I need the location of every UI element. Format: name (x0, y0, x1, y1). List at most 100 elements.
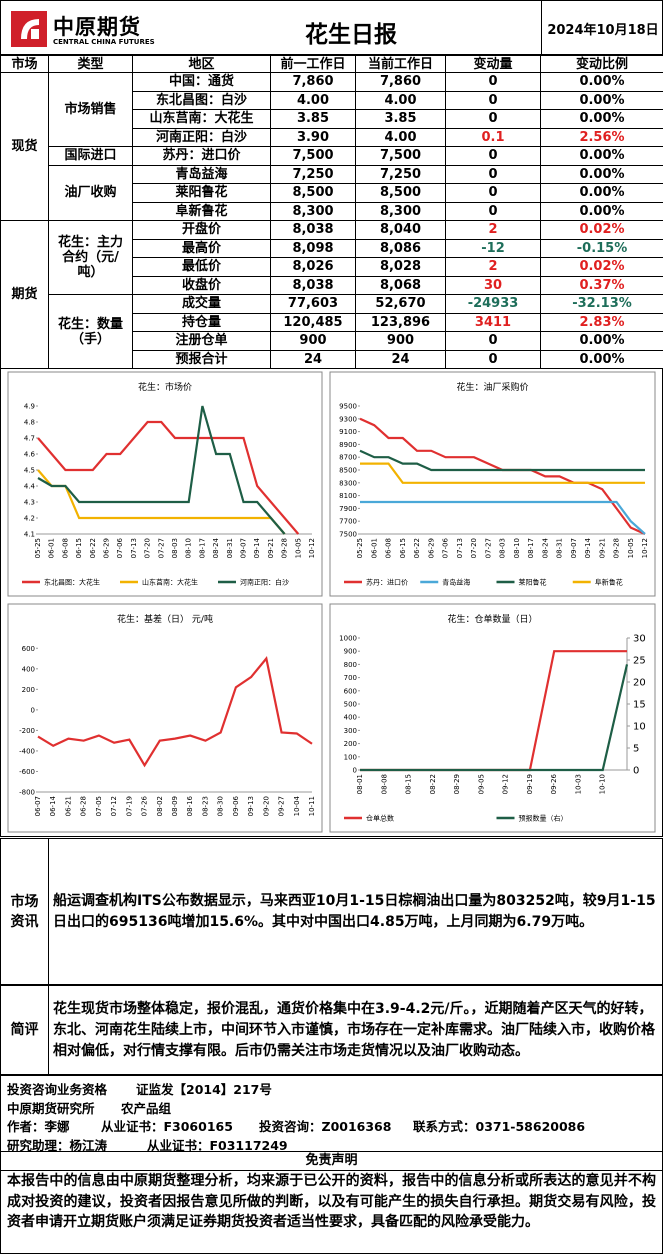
header: 中原期货 CENTRAL CHINA FUTURES 花生日报 2024年10月… (0, 0, 663, 56)
credentials: 投资咨询业务资格 证监发【2014】217号 中原期货研究所 农产品组 作者：李娜 从业证… (0, 1075, 663, 1153)
table-cell: 7,500 (355, 146, 446, 166)
x-tick-label: 06-21 (64, 796, 72, 816)
table-row: 莱阳鲁花 8,500 8,500 0 0.00% (1, 183, 663, 203)
y-tick-label: 500 (344, 701, 357, 709)
table-cell: 收盘价 (132, 275, 271, 295)
column-header: 市场 (0, 55, 49, 73)
table-row: 油厂收购 青岛益海 7,250 7,250 0 0.00% (1, 164, 663, 221)
table-cell: 8,026 (270, 257, 356, 277)
series-line (37, 420, 300, 535)
table-cell: 8,300 (270, 201, 356, 221)
column-header: 当前工作日 (355, 55, 446, 73)
table-cell: 123,896 (355, 312, 446, 332)
x-tick-label: 07-27 (484, 538, 492, 558)
y2-tick-label: 30 (633, 634, 646, 645)
table-cell: 莱阳鲁花 (132, 183, 271, 203)
x-tick-label: 08-02 (156, 796, 164, 816)
table-row: 预报合计 24 24 0 0.00% (1, 349, 663, 369)
column-header: 前一工作日 (270, 55, 356, 73)
x-tick-label: 09-14 (253, 537, 261, 558)
y2-tick-label: 0 (633, 766, 639, 777)
y2-tick-label: 10 (633, 722, 646, 733)
x-tick-label: 10-10 (599, 774, 607, 794)
series-line (37, 405, 286, 535)
table-cell: 8,068 (355, 275, 446, 295)
x-tick-label: 07-20 (470, 538, 478, 558)
y-tick-label: 8900 (339, 441, 357, 449)
comment-label: 简评 (1, 986, 49, 1074)
x-tick-label: 09-28 (281, 538, 289, 558)
table-cell: 0.00% (540, 146, 663, 166)
table-cell: 2 (445, 257, 541, 277)
y-tick-label: 7500 (339, 531, 357, 539)
table-row: 现货 市场销售 中国：通货 7,860 7,860 0 0.00% (0, 72, 663, 221)
y-tick-label: 4.5 (24, 467, 35, 475)
x-tick-label: 09-05 (477, 774, 485, 794)
x-tick-label: 08-15 (405, 774, 413, 794)
x-tick-label: 09-26 (550, 773, 558, 794)
x-tick-label: 09-14 (584, 537, 592, 558)
x-tick-label: 07-20 (144, 538, 152, 558)
table-cell: 0.1 (445, 127, 541, 147)
legend-label: 莱阳鲁花 (519, 578, 547, 587)
table-cell: 7,250 (355, 164, 446, 184)
legend-label: 青岛益海 (442, 578, 470, 587)
table-cell: 7,250 (270, 164, 356, 184)
table-cell: 7,860 (270, 72, 356, 92)
y-tick-label: 7700 (339, 518, 357, 526)
y-tick-label: 8300 (339, 479, 357, 487)
x-tick-label: 06-07 (34, 796, 42, 816)
market-cell: 期货 (0, 220, 49, 369)
y-tick-label: 4.8 (24, 419, 35, 427)
table-cell: 阜新鲁花 (132, 201, 271, 221)
table-cell: 4.00 (355, 127, 446, 147)
x-tick-label: 09-07 (240, 538, 248, 558)
comment-text: 花生现货市场整体稳定，报价混乱，通货价格集中在3.9-4.2元/斤。，近期随着产… (53, 1000, 655, 1059)
credential-text: 投资咨询：Z0016368 (259, 1119, 392, 1134)
table-cell: 8,500 (355, 183, 446, 203)
y-tick-label: 9500 (339, 403, 357, 411)
y2-tick-label: 15 (633, 700, 646, 711)
x-tick-label: 06-15 (399, 538, 407, 558)
x-tick-label: 06-29 (427, 538, 435, 558)
y-tick-label: 4.6 (24, 451, 36, 459)
x-tick-label: 06-01 (48, 538, 56, 558)
y2-tick-label: 20 (633, 678, 646, 689)
series-line (37, 469, 286, 535)
table-cell: 52,670 (355, 294, 446, 314)
disclaimer-text: 本报告中的信息由中原期货整理分析，均来源于已公开的资料，报告中的信息分析或所表达… (0, 1171, 663, 1254)
legend-label: 阜新鲁花 (595, 578, 623, 587)
credential-text: 中原期货研究所 (7, 1100, 95, 1116)
market-cell: 现货 (0, 72, 49, 221)
chart-title: 花生：基差（日） 元/吨 (117, 613, 213, 625)
x-tick-label: 08-24 (212, 537, 220, 558)
x-tick-label: 07-26 (141, 795, 149, 816)
column-header: 类型 (48, 55, 133, 73)
y-tick-label: 0 (31, 706, 35, 714)
logo-subtext: CENTRAL CHINA FUTURES (53, 38, 155, 46)
x-tick-label: 06-15 (75, 538, 83, 558)
table-cell: 7,500 (270, 146, 356, 166)
chart-title: 花生：仓单数量（日） (447, 613, 537, 625)
x-tick-label: 09-28 (613, 538, 621, 558)
x-tick-label: 08-01 (356, 774, 364, 794)
table-cell: 8,040 (355, 220, 446, 240)
table-cell: 中国：通货 (132, 72, 271, 92)
type-cell: 花生：主力合约（元/吨） (48, 220, 133, 295)
x-tick-label: 07-13 (130, 538, 138, 558)
table-cell: 0 (445, 164, 541, 184)
y-tick-label: 9300 (339, 415, 357, 423)
credential-text: 证监发【2014】217号 (136, 1082, 272, 1097)
x-tick-label: 06-22 (89, 538, 97, 558)
series-line (360, 462, 645, 484)
x-tick-label: 08-17 (198, 538, 206, 558)
logo-icon (11, 11, 47, 47)
x-tick-label: 07-27 (157, 538, 165, 558)
table-cell: 8,300 (355, 201, 446, 221)
table-cell: 3.85 (355, 109, 446, 129)
table-cell: 900 (270, 331, 356, 351)
type-cell: 油厂收购 (48, 164, 133, 221)
news-text: 船运调查机构ITS公布数据显示，马来西亚10月1-15日棕榈油出口量为80325… (53, 892, 656, 930)
